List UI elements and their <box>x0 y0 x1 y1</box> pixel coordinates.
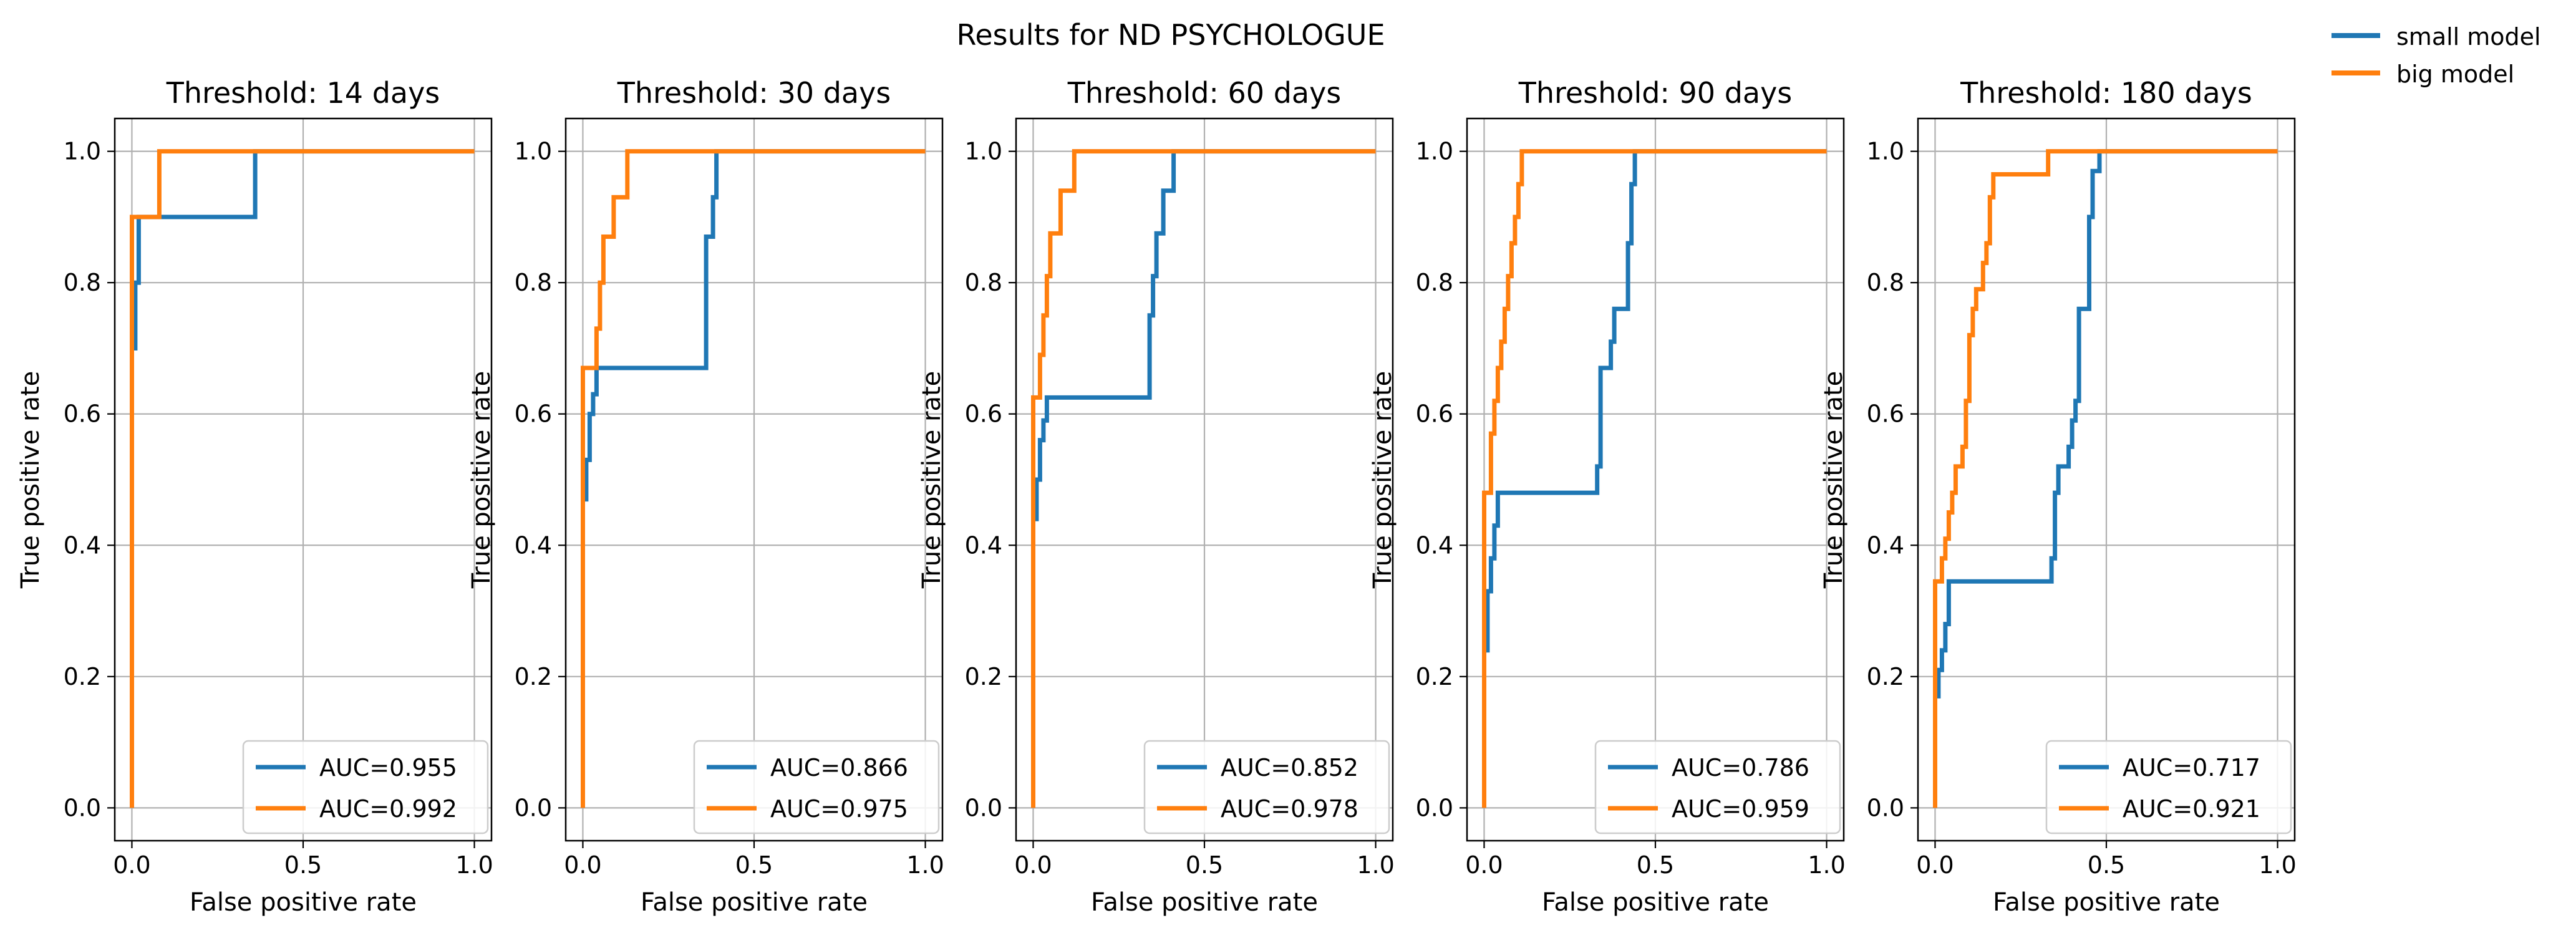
y-tick-label: 0.2 <box>965 663 1002 690</box>
legend-label-big-model: big model <box>2396 60 2514 88</box>
auc-legend: AUC=0.786 AUC=0.959 <box>1594 740 1841 834</box>
y-tick-label: 1.0 <box>1416 138 1453 165</box>
y-tick-label: 0.2 <box>1416 663 1453 690</box>
y-tick-label: 0.4 <box>965 531 1002 559</box>
roc-panel-3: 0.0 0.5 1.0 0.0 0.2 0.4 0.6 0.8 1.0 Threshold: 60… <box>918 76 1395 917</box>
x-tick-label: 0.5 <box>284 851 322 879</box>
y-tick-label: 0.2 <box>515 663 552 690</box>
auc-legend-label: AUC=0.978 <box>1221 795 1358 823</box>
roc-curve-big-model <box>1933 149 2278 808</box>
y-tick-label: 1.0 <box>515 138 552 165</box>
legend-label-small-model: small model <box>2396 23 2541 51</box>
auc-legend-label: AUC=0.866 <box>770 754 908 781</box>
x-tick-label: 0.0 <box>1014 851 1052 879</box>
y-tick-label: 0.0 <box>64 794 101 821</box>
y-tick-label: 0.4 <box>1416 531 1453 559</box>
roc-panel-5: 0.0 0.5 1.0 0.0 0.2 0.4 0.6 0.8 1.0 Threshold: 18… <box>1819 76 2297 917</box>
y-tick-label: 0.8 <box>515 269 552 296</box>
auc-legend-label: AUC=0.955 <box>319 754 457 781</box>
y-tick-label: 0.2 <box>64 663 101 690</box>
roc-panel-4: 0.0 0.5 1.0 0.0 0.2 0.4 0.6 0.8 1.0 Threshold: 90… <box>1368 76 1846 917</box>
y-tick-label: 0.0 <box>1867 794 1904 821</box>
panel-title: Threshold: 14 days <box>166 76 440 110</box>
auc-legend-label: AUC=0.975 <box>770 795 908 823</box>
y-tick-label: 0.4 <box>64 531 101 559</box>
y-tick-label: 0.0 <box>1416 794 1453 821</box>
roc-curve-small-model <box>581 149 926 808</box>
roc-panel-2: 0.0 0.5 1.0 0.0 0.2 0.4 0.6 0.8 1.0 Threshold: 30… <box>467 76 944 917</box>
x-axis-label: False positive rate <box>641 888 868 917</box>
panel-title: Threshold: 180 days <box>1960 76 2252 110</box>
x-tick-label: 0.5 <box>2088 851 2125 879</box>
x-tick-label: 1.0 <box>2259 851 2296 879</box>
figure-legend: small model big model <box>2331 23 2541 88</box>
panel-title: Threshold: 30 days <box>617 76 891 110</box>
roc-curve-small-model <box>1933 149 2278 808</box>
roc-curve-big-model <box>1482 149 1827 808</box>
y-tick-label: 1.0 <box>64 138 101 165</box>
x-tick-label: 1.0 <box>1357 851 1394 879</box>
roc-curve-big-model <box>1031 149 1376 808</box>
roc-panels: 0.0 0.5 1.0 0.0 0.2 0.4 0.6 0.8 1.0 Threshold: 14… <box>16 76 2297 917</box>
auc-legend-label: AUC=0.852 <box>1221 754 1358 781</box>
x-tick-label: 0.0 <box>564 851 601 879</box>
x-tick-label: 1.0 <box>455 851 493 879</box>
auc-legend-label: AUC=0.992 <box>319 795 457 823</box>
x-axis-label: False positive rate <box>1091 888 1318 917</box>
y-axis-label: True positive rate <box>16 371 45 589</box>
y-tick-label: 0.8 <box>965 269 1002 296</box>
auc-legend: AUC=0.852 AUC=0.978 <box>1143 740 1390 834</box>
roc-curve-small-model <box>1482 149 1827 808</box>
auc-legend-label: AUC=0.921 <box>2123 795 2260 823</box>
y-tick-label: 0.6 <box>515 400 552 428</box>
panel-title: Threshold: 90 days <box>1518 76 1793 110</box>
x-axis-label: False positive rate <box>190 888 417 917</box>
y-tick-label: 0.6 <box>965 400 1002 428</box>
y-tick-label: 0.8 <box>1867 269 1904 296</box>
y-tick-label: 0.6 <box>1416 400 1453 428</box>
y-axis-label: True positive rate <box>918 371 946 589</box>
auc-legend-label: AUC=0.717 <box>2123 754 2260 781</box>
y-tick-label: 0.0 <box>965 794 1002 821</box>
y-axis-label: True positive rate <box>467 371 496 589</box>
roc-curve-small-model <box>1031 149 1376 808</box>
y-tick-label: 1.0 <box>965 138 1002 165</box>
y-tick-label: 0.8 <box>1416 269 1453 296</box>
x-tick-label: 0.5 <box>1186 851 1223 879</box>
y-tick-label: 0.6 <box>1867 400 1904 428</box>
x-tick-label: 1.0 <box>1808 851 1845 879</box>
figure-title: Results for ND PSYCHOLOGUE <box>956 18 1385 52</box>
y-axis-label: True positive rate <box>1368 371 1397 589</box>
x-tick-label: 0.5 <box>1637 851 1674 879</box>
x-tick-label: 0.5 <box>735 851 773 879</box>
x-tick-label: 1.0 <box>906 851 944 879</box>
auc-legend-label: AUC=0.786 <box>1672 754 1809 781</box>
y-tick-label: 0.0 <box>515 794 552 821</box>
y-axis-label: True positive rate <box>1819 371 1848 589</box>
y-tick-label: 0.8 <box>64 269 101 296</box>
x-tick-label: 0.0 <box>113 851 150 879</box>
roc-curve-big-model <box>581 149 926 808</box>
roc-curve-big-model <box>130 149 475 808</box>
y-tick-label: 0.2 <box>1867 663 1904 690</box>
auc-legend-label: AUC=0.959 <box>1672 795 1809 823</box>
x-tick-label: 0.0 <box>1465 851 1503 879</box>
y-tick-label: 1.0 <box>1867 138 1904 165</box>
auc-legend: AUC=0.717 AUC=0.921 <box>2045 740 2292 834</box>
panel-title: Threshold: 60 days <box>1067 76 1342 110</box>
roc-panel-1: 0.0 0.5 1.0 0.0 0.2 0.4 0.6 0.8 1.0 Threshold: 14… <box>16 76 493 917</box>
x-axis-label: False positive rate <box>1542 888 1769 917</box>
x-tick-label: 0.0 <box>1916 851 1954 879</box>
auc-legend: AUC=0.955 AUC=0.992 <box>242 740 489 834</box>
y-tick-label: 0.4 <box>515 531 552 559</box>
auc-legend: AUC=0.866 AUC=0.975 <box>693 740 940 834</box>
y-tick-label: 0.4 <box>1867 531 1904 559</box>
y-tick-label: 0.6 <box>64 400 101 428</box>
x-axis-label: False positive rate <box>1993 888 2220 917</box>
